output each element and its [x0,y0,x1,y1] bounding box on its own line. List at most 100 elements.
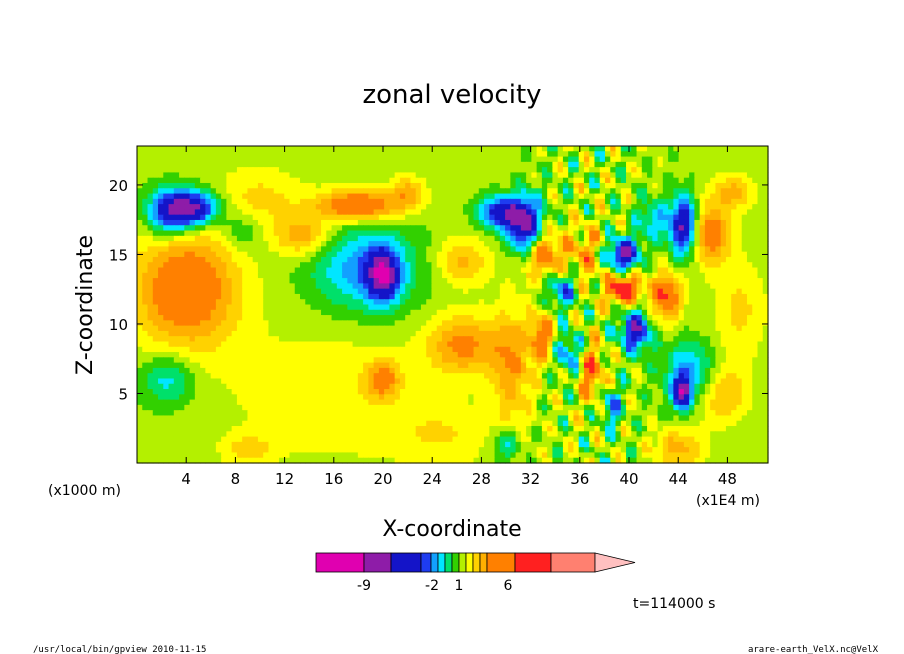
field-cell [683,214,690,221]
field-cell [547,193,554,200]
field-cell [683,278,690,284]
field-cell [599,299,606,306]
field-cell [179,304,185,311]
field-cell [757,230,764,237]
field-cell [441,256,448,263]
field-cell [200,235,206,242]
field-cell [594,241,601,247]
field-cell [305,315,312,321]
field-cell [526,320,532,327]
field-cell [321,299,327,306]
field-cell [289,288,296,295]
field-cell [394,167,401,174]
field-cell [326,235,333,242]
field-cell [242,235,249,242]
field-cell [210,278,217,284]
field-cell [468,256,475,263]
field-cell [510,193,517,200]
field-cell [699,299,706,306]
field-cell [399,204,406,210]
field-cell [520,293,527,300]
field-cell [431,161,438,168]
field-cell [541,251,548,258]
field-cell [389,272,396,279]
field-cell [347,346,354,353]
field-cell [452,214,459,221]
field-cell [257,362,264,369]
field-cell [278,272,285,279]
field-cell [736,167,743,174]
field-cell [394,193,401,200]
field-cell [731,172,738,179]
field-cell [189,193,196,200]
field-cell [589,315,596,321]
field-cell [515,341,522,348]
field-cell [378,251,385,258]
field-cell [405,241,412,247]
field-cell [389,336,396,343]
field-cell [636,235,643,242]
field-cell [520,172,527,179]
field-cell [389,309,396,316]
field-cell [541,241,548,247]
field-cell [704,230,711,237]
field-cell [562,156,569,163]
field-cell [463,167,469,174]
field-cell [378,299,385,306]
field-cell [647,283,653,290]
field-cell [547,230,554,237]
field-cell [594,352,601,358]
field-cell [326,330,333,337]
field-cell [289,262,296,269]
field-cell [436,167,443,174]
field-cell [189,325,196,332]
field-cell [441,230,448,237]
field-cell [641,293,648,300]
field-cell [725,262,732,269]
field-cell [583,151,590,158]
field-cell [536,325,543,332]
field-cell [741,241,748,247]
field-cell [200,299,206,306]
field-cell [436,272,443,279]
field-cell [236,172,243,179]
field-cell [762,272,769,279]
field-cell [626,341,632,348]
field-cell [373,299,380,306]
field-cell [436,278,443,284]
field-cell [205,325,212,332]
field-cell [300,188,306,195]
field-cell [215,251,222,258]
field-cell [336,151,343,158]
field-cell [725,246,732,253]
field-cell [610,219,617,226]
field-cell [268,288,275,295]
field-cell [210,235,217,242]
field-cell [137,193,143,200]
field-cell [231,251,238,258]
field-cell [268,346,275,353]
field-cell [415,198,422,205]
field-cell [384,198,390,205]
field-cell [373,362,380,369]
field-cell [736,336,743,343]
field-cell [331,219,338,226]
field-cell [699,357,706,364]
field-cell [384,188,390,195]
field-cell [652,320,659,327]
field-cell [242,352,249,358]
field-cell [510,182,517,189]
field-cell [552,161,559,168]
field-cell [252,299,259,306]
field-cell [315,320,322,327]
field-cell [536,156,543,163]
field-cell [720,325,727,332]
field-cell [620,177,627,184]
field-cell [305,182,312,189]
field-cell [399,267,406,274]
field-cell [473,352,480,358]
field-cell [583,146,590,152]
field-cell [231,320,238,327]
field-cell [505,336,511,343]
field-cell [741,161,748,168]
